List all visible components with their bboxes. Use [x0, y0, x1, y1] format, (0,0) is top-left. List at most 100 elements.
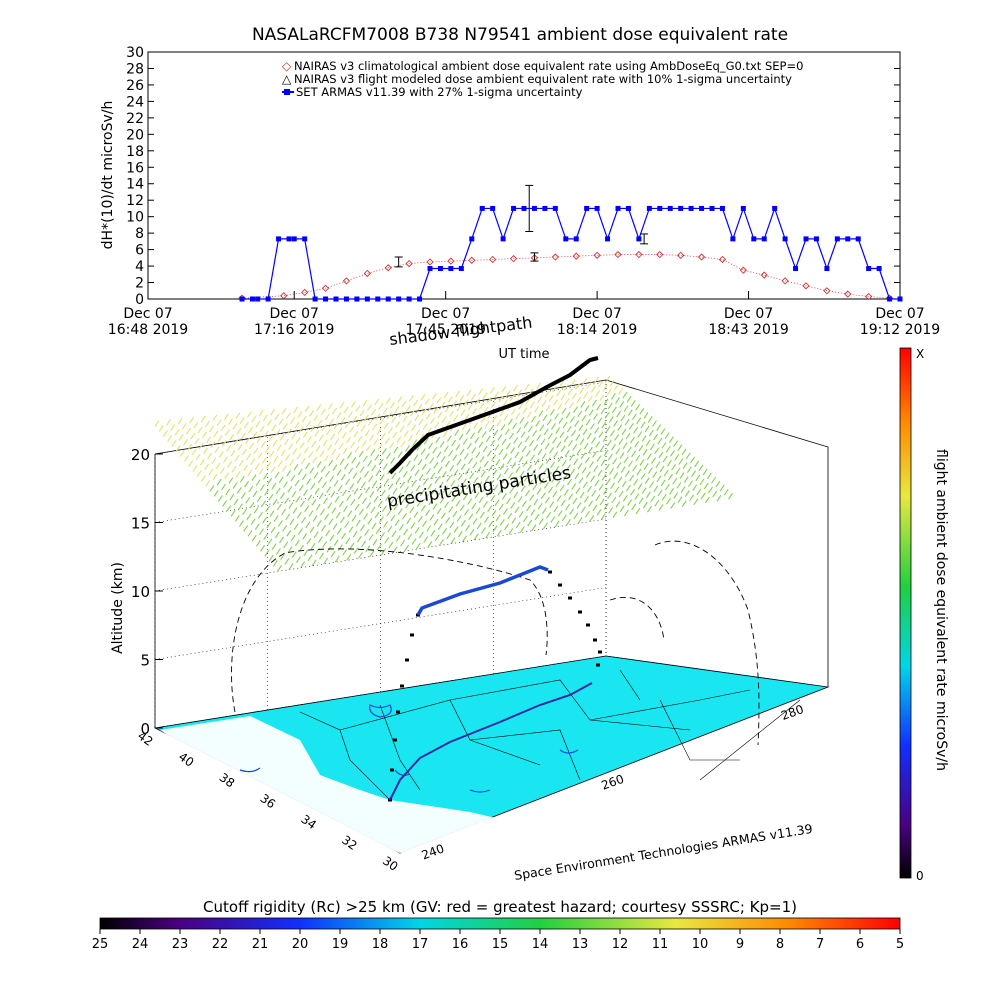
particle-dash — [422, 423, 428, 430]
particle-dash — [363, 513, 369, 520]
particle-dash — [187, 443, 193, 451]
particle-dash — [654, 499, 660, 507]
particle-dash — [636, 417, 642, 425]
particle-dash — [256, 436, 262, 444]
particle-dash — [499, 409, 505, 417]
particle-dash — [609, 429, 615, 437]
particle-dash — [372, 480, 378, 487]
particle-dash — [217, 495, 223, 502]
particle-dash — [249, 502, 255, 509]
particle-dash — [410, 522, 416, 529]
particle-dash — [627, 409, 633, 417]
particle-dash — [503, 414, 509, 421]
particle-dash — [657, 437, 663, 445]
particle-dash — [602, 488, 608, 495]
particle-dash — [230, 449, 236, 457]
particle-dash — [236, 427, 242, 435]
particle-dash — [459, 504, 465, 512]
particle-dash — [551, 385, 557, 393]
particle-dash — [186, 427, 192, 435]
particle-dash — [333, 539, 339, 546]
particle-dash — [274, 471, 280, 479]
particle-dash — [631, 413, 637, 421]
particle-dash — [267, 538, 273, 545]
particle-dash — [598, 431, 604, 439]
particle-dash — [292, 507, 298, 514]
particle-dash — [530, 454, 536, 462]
particle-dash — [436, 397, 442, 404]
descent-point — [596, 663, 600, 667]
armas-point — [636, 236, 642, 242]
particle-dash — [428, 402, 434, 410]
particle-dash — [458, 433, 464, 441]
armas-point — [594, 205, 600, 211]
climb-point — [405, 658, 409, 662]
particle-dash — [401, 400, 407, 408]
particle-dash — [295, 556, 301, 563]
particle-dash — [556, 441, 562, 449]
particle-dash — [273, 455, 279, 463]
rigidity-tick-label: 13 — [572, 937, 589, 952]
armas-point — [469, 236, 475, 242]
nairas-clim-point — [823, 287, 831, 295]
particle-dash — [463, 399, 469, 406]
particle-dash — [650, 443, 655, 451]
particle-dash — [457, 530, 463, 538]
particle-dash — [596, 455, 602, 462]
altitude-axis-label: Altitude (km) — [110, 562, 126, 654]
particle-dash — [429, 457, 435, 465]
particle-dash — [636, 468, 642, 476]
legend-entry-nairas-flight: NAIRAS v3 flight modeled dose ambient eq… — [294, 72, 792, 86]
particle-dash — [545, 404, 551, 412]
particle-dash — [379, 474, 385, 481]
precipitating-particles — [154, 375, 733, 572]
particle-dash — [258, 468, 264, 475]
particle-dash — [580, 506, 586, 514]
x-tick-date: Dec 07 — [572, 306, 621, 322]
particle-dash — [598, 484, 604, 491]
particle-dash — [564, 449, 570, 457]
particle-dash — [559, 380, 565, 387]
particle-dash — [596, 403, 602, 411]
particle-dash — [249, 442, 255, 450]
particle-dash — [520, 485, 526, 493]
rigidity-tick-label: 14 — [532, 937, 549, 952]
particle-dash — [625, 484, 631, 492]
particle-dash — [582, 428, 588, 436]
particle-dash — [513, 384, 518, 392]
armas-point — [417, 296, 423, 302]
particle-dash — [571, 392, 577, 400]
particle-dash — [608, 507, 614, 514]
particle-dash — [550, 461, 556, 469]
particle-dash — [292, 448, 298, 455]
particle-dash — [439, 496, 445, 504]
particle-dash — [532, 430, 538, 437]
armas-point — [542, 205, 548, 211]
particle-dash — [538, 410, 544, 417]
particle-dash — [560, 445, 566, 453]
particle-dash — [369, 434, 375, 441]
particle-dash — [591, 490, 597, 497]
particle-dash — [484, 475, 490, 482]
particle-dash — [461, 478, 467, 486]
armas-point — [364, 296, 370, 302]
particle-dash — [225, 488, 231, 496]
rigidity-tick-label: 18 — [372, 937, 389, 952]
armas-point — [772, 205, 778, 211]
particle-dash — [598, 380, 604, 388]
particle-dash — [312, 456, 318, 463]
particle-dash — [313, 531, 319, 539]
particle-dash — [351, 514, 357, 522]
particle-dash — [514, 506, 520, 514]
particle-dash — [605, 375, 611, 383]
particle-dash — [434, 534, 440, 542]
particle-dash — [391, 530, 397, 538]
particle-dash — [593, 376, 599, 384]
particle-dash — [258, 410, 264, 417]
particle-dash — [408, 434, 413, 442]
particle-dash — [270, 408, 276, 416]
particle-dash — [279, 492, 285, 500]
dose-colorbar: X 0 flight ambient dose equivalent rate … — [899, 347, 949, 883]
particle-dash — [638, 497, 644, 505]
particle-dash — [340, 417, 346, 424]
